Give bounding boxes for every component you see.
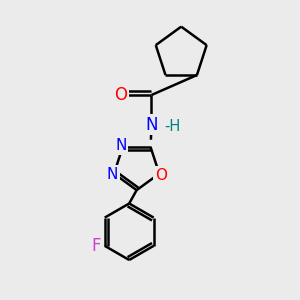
Text: F: F: [92, 237, 101, 255]
Text: N: N: [107, 167, 118, 182]
Text: -H: -H: [164, 119, 180, 134]
Text: N: N: [145, 116, 158, 134]
Text: O: O: [155, 168, 167, 183]
Text: N: N: [116, 138, 127, 153]
Text: O: O: [114, 86, 128, 104]
